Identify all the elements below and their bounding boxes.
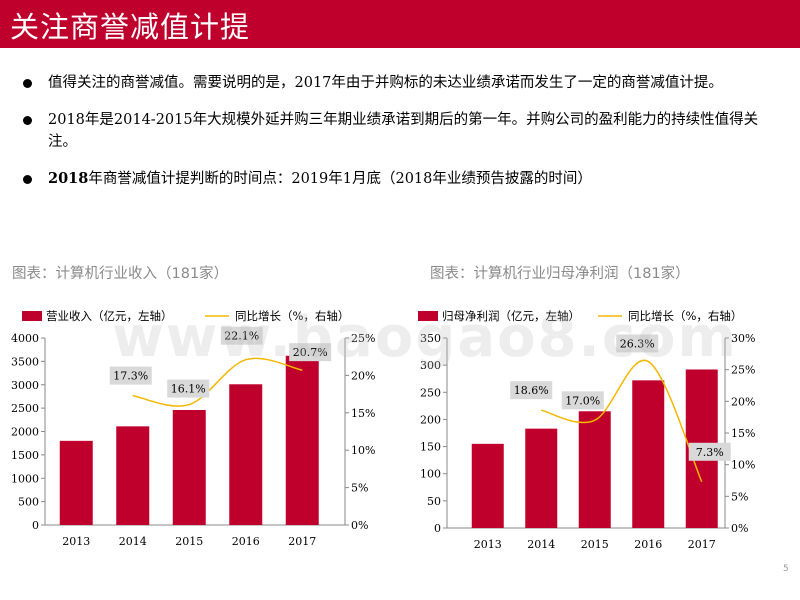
legend-line-label: 同比增长（%，右轴） — [235, 309, 349, 323]
left-tick-label: 0 — [434, 522, 441, 535]
data-label-bg — [289, 343, 332, 362]
left-tick-label: 200 — [420, 413, 441, 426]
data-label: 17.3% — [113, 370, 148, 383]
bullet-text: 年商誉减值计提判断的时间点：2019年1月底（2018年业绩预告披露的时间） — [88, 171, 592, 187]
data-label: 16.1% — [171, 383, 206, 396]
right-tick-label: 20% — [731, 395, 755, 408]
bullet-list: 值得关注的商誉减值。需要说明的是，2017年由于并购标的未达业绩承诺而发生了一定… — [20, 72, 780, 205]
right-tick-label: 5% — [731, 490, 748, 503]
x-tick-label: 2014 — [527, 538, 555, 551]
chart-caption-revenue: 图表：计算机行业收入（181家） — [12, 266, 229, 282]
right-tick-label: 30% — [731, 332, 755, 345]
left-tick-label: 2000 — [11, 426, 39, 439]
data-label: 20.7% — [293, 346, 328, 359]
data-label: 26.3% — [620, 337, 655, 350]
data-label-bg — [616, 334, 659, 353]
right-tick-label: 15% — [731, 427, 755, 440]
left-tick-label: 3500 — [11, 355, 39, 368]
title-bar: 关注商誉减值计提 — [0, 0, 800, 48]
bar-2016 — [632, 380, 665, 528]
bullet-dot-icon — [23, 79, 32, 88]
data-label: 18.6% — [514, 384, 549, 397]
right-tick-label: 10% — [351, 444, 375, 457]
bullet-item: 2018年商誉减值计提判断的时间点：2019年1月底（2018年业绩预告披露的时… — [20, 168, 780, 190]
legend-bar-label: 营业收入（亿元，左轴） — [46, 309, 173, 323]
right-tick-label: 20% — [351, 369, 375, 382]
x-tick-label: 2017 — [288, 535, 316, 548]
left-tick-label: 3000 — [11, 379, 39, 392]
bar-2017 — [285, 355, 319, 525]
bullet-item: 值得关注的商誉减值。需要说明的是，2017年由于并购标的未达业绩承诺而发生了一定… — [20, 72, 780, 94]
bar-2015 — [578, 411, 611, 528]
bar-2014 — [525, 428, 558, 528]
legend-bar-swatch — [22, 311, 42, 321]
left-tick-label: 1000 — [11, 472, 39, 485]
x-tick-label: 2013 — [62, 535, 90, 548]
right-tick-label: 10% — [731, 459, 755, 472]
right-tick-label: 0% — [731, 522, 748, 535]
right-tick-label: 15% — [351, 407, 375, 420]
right-tick-label: 25% — [351, 332, 375, 345]
watermark: www.baogao8.com — [112, 305, 738, 370]
bar-2014 — [116, 426, 150, 525]
right-tick-label: 25% — [731, 364, 755, 377]
bullet-text: 值得关注的商誉减值。需要说明的是，2017年由于并购标的未达业绩承诺而发生了一定… — [48, 75, 723, 91]
x-tick-label: 2017 — [688, 538, 716, 551]
left-tick-label: 4000 — [11, 332, 39, 345]
left-tick-label: 150 — [420, 441, 441, 454]
right-tick-label: 0% — [351, 519, 368, 532]
growth-line — [132, 357, 303, 407]
x-tick-label: 2015 — [175, 535, 203, 548]
x-tick-label: 2016 — [634, 538, 662, 551]
bullet-dot-icon — [23, 116, 32, 125]
legend-bar-swatch — [418, 311, 438, 321]
x-tick-label: 2013 — [474, 538, 502, 551]
page-number: 5 — [783, 564, 789, 574]
bullet-bold-text: 2018 — [48, 170, 89, 187]
left-tick-label: 250 — [420, 386, 441, 399]
bar-2016 — [229, 384, 263, 525]
x-tick-label: 2014 — [119, 535, 147, 548]
bullet-dot-icon — [23, 175, 32, 184]
left-tick-label: 500 — [18, 496, 39, 509]
data-label-bg — [510, 381, 553, 400]
right-tick-label: 5% — [351, 482, 368, 495]
slide-title: 关注商誉减值计提 — [10, 10, 251, 44]
left-tick-label: 2500 — [11, 402, 39, 415]
left-tick-label: 1500 — [11, 449, 39, 462]
data-label-bg — [167, 379, 210, 398]
data-label-bg — [109, 366, 152, 385]
bullet-item: 2018年是2014-2015年大规模外延并购三年期业绩承诺到期后的第一年。并购… — [20, 109, 780, 153]
left-tick-label: 300 — [420, 359, 441, 372]
legend-bar-label: 归母净利润（亿元，左轴） — [442, 309, 580, 323]
legend-line-label: 同比增长（%，右轴） — [628, 309, 742, 323]
bar-2013 — [471, 443, 504, 528]
data-label-bg — [561, 391, 604, 410]
data-label: 17.0% — [565, 394, 600, 407]
data-label: 7.3% — [696, 446, 724, 459]
bullet-text: 2018年是2014-2015年大规模外延并购三年期业绩承诺到期后的第一年。并购… — [48, 112, 759, 150]
left-tick-label: 50 — [427, 495, 441, 508]
left-tick-label: 100 — [420, 468, 441, 481]
data-label-bg — [688, 442, 731, 461]
chart-caption-net-profit: 图表：计算机行业归母净利润（181家） — [430, 266, 690, 282]
left-tick-label: 350 — [420, 332, 441, 345]
data-label-bg — [220, 326, 263, 345]
x-tick-label: 2015 — [581, 538, 609, 551]
left-tick-label: 0 — [32, 519, 39, 532]
bar-2013 — [59, 440, 93, 525]
bar-2015 — [172, 409, 206, 525]
growth-line — [541, 359, 703, 483]
x-tick-label: 2016 — [232, 535, 260, 548]
data-label: 22.1% — [224, 330, 259, 343]
